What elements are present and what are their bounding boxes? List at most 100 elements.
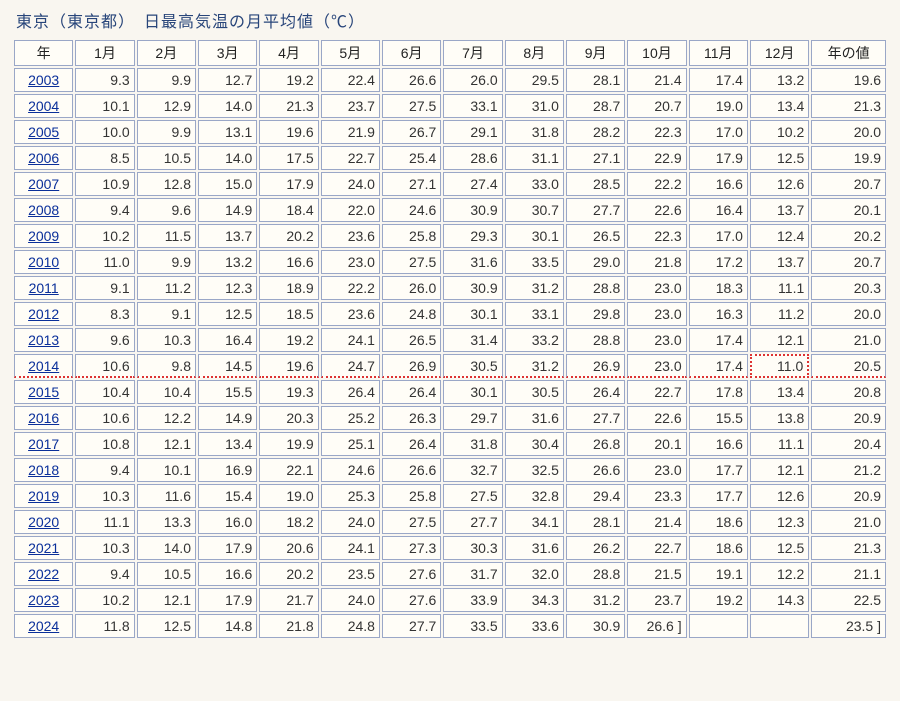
month-cell: 10.2 xyxy=(75,588,134,612)
month-cell: 23.3 xyxy=(627,484,686,508)
month-cell: 29.8 xyxy=(566,302,625,326)
year-cell[interactable]: 2022 xyxy=(14,562,73,586)
year-link[interactable]: 2005 xyxy=(28,124,59,140)
annual-cell: 21.3 xyxy=(811,536,886,560)
year-link[interactable]: 2014 xyxy=(28,358,59,374)
month-cell: 30.9 xyxy=(566,614,625,638)
month-cell: 12.2 xyxy=(750,562,809,586)
annual-cell: 20.1 xyxy=(811,198,886,222)
col-header-month: 4月 xyxy=(259,40,318,66)
month-cell: 27.1 xyxy=(382,172,441,196)
year-cell[interactable]: 2009 xyxy=(14,224,73,248)
year-link[interactable]: 2015 xyxy=(28,384,59,400)
month-cell: 28.8 xyxy=(566,276,625,300)
month-cell: 10.1 xyxy=(137,458,196,482)
year-cell[interactable]: 2017 xyxy=(14,432,73,456)
month-cell: 23.0 xyxy=(627,276,686,300)
year-cell[interactable]: 2013 xyxy=(14,328,73,352)
year-cell[interactable]: 2010 xyxy=(14,250,73,274)
month-cell: 10.3 xyxy=(75,484,134,508)
year-cell[interactable]: 2003 xyxy=(14,68,73,92)
month-cell: 11.0 xyxy=(750,354,809,378)
year-cell[interactable]: 2023 xyxy=(14,588,73,612)
year-cell[interactable]: 2011 xyxy=(14,276,73,300)
year-link[interactable]: 2006 xyxy=(28,150,59,166)
year-link[interactable]: 2017 xyxy=(28,436,59,452)
year-link[interactable]: 2020 xyxy=(28,514,59,530)
month-cell: 12.6 xyxy=(750,172,809,196)
year-link[interactable]: 2004 xyxy=(28,98,59,114)
month-cell: 19.2 xyxy=(689,588,748,612)
year-link[interactable]: 2018 xyxy=(28,462,59,478)
month-cell: 24.7 xyxy=(321,354,380,378)
year-cell[interactable]: 2014 xyxy=(14,354,73,378)
annual-cell: 20.4 xyxy=(811,432,886,456)
month-cell: 34.3 xyxy=(505,588,564,612)
year-cell[interactable]: 2024 xyxy=(14,614,73,638)
month-cell: 19.6 xyxy=(259,120,318,144)
year-cell[interactable]: 2016 xyxy=(14,406,73,430)
month-cell: 29.0 xyxy=(566,250,625,274)
table-row: 20039.39.912.719.222.426.626.029.528.121… xyxy=(14,68,886,92)
year-cell[interactable]: 2015 xyxy=(14,380,73,404)
year-link[interactable]: 2003 xyxy=(28,72,59,88)
year-cell[interactable]: 2007 xyxy=(14,172,73,196)
month-cell: 12.1 xyxy=(137,588,196,612)
year-link[interactable]: 2010 xyxy=(28,254,59,270)
month-cell: 31.2 xyxy=(505,354,564,378)
month-cell: 26.6 xyxy=(382,68,441,92)
year-link[interactable]: 2009 xyxy=(28,228,59,244)
month-cell: 22.7 xyxy=(627,536,686,560)
month-cell: 28.6 xyxy=(443,146,502,170)
year-link[interactable]: 2008 xyxy=(28,202,59,218)
annual-cell: 20.3 xyxy=(811,276,886,300)
month-cell: 33.5 xyxy=(505,250,564,274)
year-link[interactable]: 2023 xyxy=(28,592,59,608)
table-row: 201410.69.814.519.624.726.930.531.226.92… xyxy=(14,354,886,378)
month-cell: 29.1 xyxy=(443,120,502,144)
year-link[interactable]: 2022 xyxy=(28,566,59,582)
year-cell[interactable]: 2019 xyxy=(14,484,73,508)
col-header-month: 11月 xyxy=(689,40,748,66)
month-cell: 15.4 xyxy=(198,484,257,508)
month-cell: 14.9 xyxy=(198,406,257,430)
year-cell[interactable]: 2021 xyxy=(14,536,73,560)
year-cell[interactable]: 2020 xyxy=(14,510,73,534)
month-cell: 15.0 xyxy=(198,172,257,196)
year-link[interactable]: 2019 xyxy=(28,488,59,504)
month-cell: 23.0 xyxy=(627,328,686,352)
col-header-month: 2月 xyxy=(137,40,196,66)
col-header-month: 12月 xyxy=(750,40,809,66)
month-cell: 31.0 xyxy=(505,94,564,118)
month-cell: 24.0 xyxy=(321,588,380,612)
month-cell: 12.2 xyxy=(137,406,196,430)
month-cell: 28.8 xyxy=(566,562,625,586)
year-cell[interactable]: 2005 xyxy=(14,120,73,144)
month-cell: 10.9 xyxy=(75,172,134,196)
year-link[interactable]: 2024 xyxy=(28,618,59,634)
year-link[interactable]: 2021 xyxy=(28,540,59,556)
year-link[interactable]: 2013 xyxy=(28,332,59,348)
table-row: 202011.113.316.018.224.027.527.734.128.1… xyxy=(14,510,886,534)
year-link[interactable]: 2012 xyxy=(28,306,59,322)
col-header-month: 8月 xyxy=(505,40,564,66)
year-cell[interactable]: 2018 xyxy=(14,458,73,482)
year-cell[interactable]: 2004 xyxy=(14,94,73,118)
month-cell: 30.7 xyxy=(505,198,564,222)
year-link[interactable]: 2016 xyxy=(28,410,59,426)
year-cell[interactable]: 2012 xyxy=(14,302,73,326)
year-cell[interactable]: 2006 xyxy=(14,146,73,170)
year-link[interactable]: 2007 xyxy=(28,176,59,192)
month-cell: 26.4 xyxy=(382,432,441,456)
year-cell[interactable]: 2008 xyxy=(14,198,73,222)
month-cell: 9.9 xyxy=(137,250,196,274)
month-cell: 17.4 xyxy=(689,354,748,378)
month-cell: 26.6 xyxy=(566,458,625,482)
year-link[interactable]: 2011 xyxy=(29,280,59,296)
month-cell: 21.3 xyxy=(259,94,318,118)
month-cell: 9.3 xyxy=(75,68,134,92)
col-header-annual: 年の値 xyxy=(811,40,886,66)
month-cell: 31.1 xyxy=(505,146,564,170)
col-header-year: 年 xyxy=(14,40,73,66)
month-cell: 31.6 xyxy=(505,536,564,560)
